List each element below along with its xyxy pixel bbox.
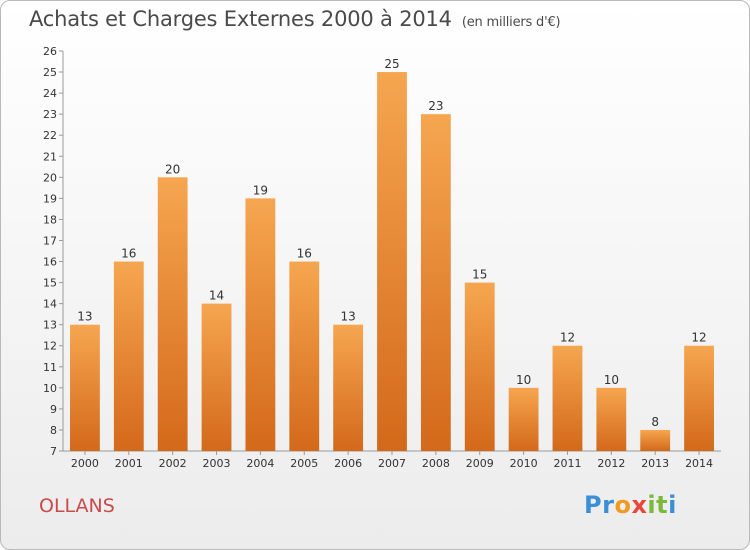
- data-label-2003: 14: [209, 289, 224, 303]
- x-tick-label-2011: 2011: [553, 457, 581, 470]
- y-tick-label: 16: [43, 256, 57, 269]
- y-tick-label: 19: [43, 192, 57, 205]
- bar-2003: [202, 304, 232, 451]
- y-axis: 7 8 9 10 11 12 13 14 15 16 17 18 19 20 21 22 23 24 25 26: [43, 45, 63, 458]
- data-label-2000: 13: [77, 310, 92, 324]
- bar-2006: [333, 325, 363, 451]
- logo-letter: i: [647, 491, 656, 519]
- y-tick-label: 25: [43, 66, 57, 79]
- x-axis: 2000 2001 2002 2003 2004 2005 2006 2007 2008 2009…: [63, 451, 721, 470]
- logo-letter: t: [656, 491, 668, 519]
- logo-letter: P: [584, 491, 602, 519]
- x-tick-label-2000: 2000: [71, 457, 99, 470]
- proxiti-logo[interactable]: Proxiti: [584, 491, 677, 519]
- x-tick-label-2003: 2003: [203, 457, 231, 470]
- bar-2011: [553, 346, 583, 451]
- y-tick-label: 22: [43, 129, 57, 142]
- x-tick-label-2014: 2014: [685, 457, 713, 470]
- data-label-2004: 19: [253, 183, 268, 197]
- chart-frame: Achats et Charges Externes 2000 à 2014 (e…: [0, 0, 750, 550]
- bar-chart: 7 8 9 10 11 12 13 14 15 16 17 18 19 20 21 22 23 24 25 26 20…: [1, 1, 750, 550]
- bar-2000: [70, 325, 100, 451]
- data-label-2002: 20: [165, 162, 180, 176]
- bar-2004: [245, 198, 275, 451]
- x-tick-label-2006: 2006: [334, 457, 362, 470]
- y-tick-label: 13: [43, 319, 57, 332]
- y-tick-label: 17: [43, 234, 57, 247]
- logo-letter: r: [602, 491, 614, 519]
- y-tick-label: 26: [43, 45, 57, 58]
- data-label-2012: 10: [604, 373, 619, 387]
- y-tick-label: 23: [43, 108, 57, 121]
- x-tick-label-2008: 2008: [422, 457, 450, 470]
- data-label-2007: 25: [384, 57, 399, 71]
- y-tick-label: 12: [43, 340, 57, 353]
- logo-letter: o: [614, 491, 631, 519]
- bar-2012: [596, 388, 626, 451]
- y-tick-label: 24: [43, 87, 57, 100]
- x-tick-label-2004: 2004: [246, 457, 274, 470]
- y-tick-label: 11: [43, 361, 57, 374]
- commune-name: OLLANS: [39, 495, 115, 517]
- bar-2013: [640, 430, 670, 451]
- data-label-2006: 13: [340, 310, 355, 324]
- x-tick-label-2013: 2013: [641, 457, 669, 470]
- bar-2014: [684, 346, 714, 451]
- y-tick-label: 9: [50, 403, 57, 416]
- bar-2010: [509, 388, 539, 451]
- y-tick-label: 15: [43, 277, 57, 290]
- data-label-2008: 23: [428, 99, 443, 113]
- bar-2002: [158, 177, 188, 451]
- data-label-2005: 16: [297, 247, 312, 261]
- data-label-2011: 12: [560, 331, 575, 345]
- y-tick-label: 10: [43, 382, 57, 395]
- y-tick-label: 14: [43, 298, 57, 311]
- data-label-2009: 15: [472, 268, 487, 282]
- logo-letter: i: [668, 491, 677, 519]
- data-label-2014: 12: [691, 331, 706, 345]
- bar-2001: [114, 262, 144, 451]
- x-tick-label-2005: 2005: [290, 457, 318, 470]
- bar-2005: [289, 262, 319, 451]
- logo-letter: x: [631, 491, 647, 519]
- data-label-2013: 8: [651, 415, 659, 429]
- y-tick-label: 21: [43, 150, 57, 163]
- bars: 13 16 20 14 19 16 13 25 23 15 10 12 10 8 12: [70, 57, 714, 451]
- data-label-2001: 16: [121, 247, 136, 261]
- bar-2007: [377, 72, 407, 451]
- y-tick-label: 7: [50, 445, 57, 458]
- x-tick-label-2010: 2010: [510, 457, 538, 470]
- bar-2009: [465, 283, 495, 451]
- x-tick-label-2009: 2009: [466, 457, 494, 470]
- x-tick-label-2007: 2007: [378, 457, 406, 470]
- x-tick-label-2001: 2001: [115, 457, 143, 470]
- y-tick-label: 20: [43, 171, 57, 184]
- x-tick-label-2002: 2002: [159, 457, 187, 470]
- x-tick-label-2012: 2012: [597, 457, 625, 470]
- data-label-2010: 10: [516, 373, 531, 387]
- y-tick-label: 8: [50, 424, 57, 437]
- y-tick-label: 18: [43, 213, 57, 226]
- bar-2008: [421, 114, 451, 451]
